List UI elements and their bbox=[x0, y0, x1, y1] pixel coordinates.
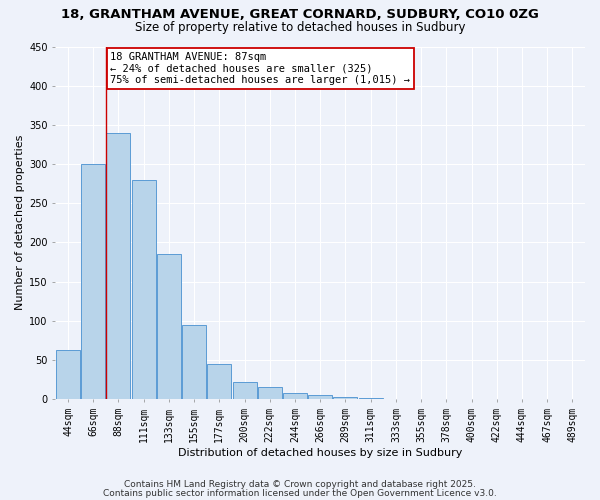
Text: Contains HM Land Registry data © Crown copyright and database right 2025.: Contains HM Land Registry data © Crown c… bbox=[124, 480, 476, 489]
Text: 18 GRANTHAM AVENUE: 87sqm
← 24% of detached houses are smaller (325)
75% of semi: 18 GRANTHAM AVENUE: 87sqm ← 24% of detac… bbox=[110, 52, 410, 85]
Bar bbox=[208, 364, 232, 399]
Bar bbox=[283, 393, 307, 399]
Bar bbox=[359, 398, 383, 399]
Bar bbox=[182, 324, 206, 399]
Text: Contains public sector information licensed under the Open Government Licence v3: Contains public sector information licen… bbox=[103, 488, 497, 498]
Bar bbox=[132, 180, 155, 399]
Bar bbox=[81, 164, 105, 399]
Text: Size of property relative to detached houses in Sudbury: Size of property relative to detached ho… bbox=[135, 21, 465, 34]
Y-axis label: Number of detached properties: Number of detached properties bbox=[15, 135, 25, 310]
Bar bbox=[233, 382, 257, 399]
Bar bbox=[258, 388, 282, 399]
Bar bbox=[56, 350, 80, 399]
Bar bbox=[106, 132, 130, 399]
Bar bbox=[308, 395, 332, 399]
Text: 18, GRANTHAM AVENUE, GREAT CORNARD, SUDBURY, CO10 0ZG: 18, GRANTHAM AVENUE, GREAT CORNARD, SUDB… bbox=[61, 8, 539, 20]
Bar bbox=[334, 398, 358, 399]
X-axis label: Distribution of detached houses by size in Sudbury: Distribution of detached houses by size … bbox=[178, 448, 463, 458]
Bar bbox=[157, 254, 181, 399]
